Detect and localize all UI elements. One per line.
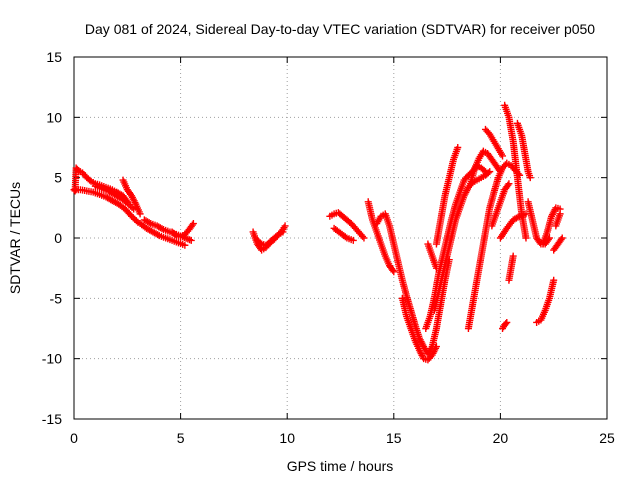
data-point: [556, 210, 564, 218]
data-point: [181, 241, 189, 249]
y-tick-label: -10: [42, 351, 62, 367]
data-point: [454, 144, 462, 151]
data-point: [432, 264, 440, 272]
data-point: [145, 219, 153, 227]
data-point: [480, 166, 488, 174]
data-point: [558, 234, 566, 242]
x-tick-label: 10: [279, 430, 295, 446]
data-point: [522, 234, 530, 242]
data-point: [187, 236, 195, 244]
x-tick-label: 0: [70, 430, 78, 446]
data-point: [389, 266, 397, 274]
data-point: [432, 343, 440, 351]
data-point: [188, 221, 196, 229]
x-tick-label: 15: [386, 430, 402, 446]
data-point: [484, 169, 492, 177]
data-point: [495, 166, 503, 174]
data-point: [509, 252, 517, 260]
y-tick-label: 0: [54, 230, 62, 246]
y-tick-label: 10: [46, 109, 62, 125]
x-axis-label: GPS time / hours: [287, 458, 394, 474]
data-point: [360, 234, 368, 242]
data-point: [390, 268, 398, 276]
data-point: [486, 168, 494, 176]
y-axis-label: SDTVAR / TECUs: [7, 182, 23, 294]
data-point: [189, 220, 197, 228]
chart-title: Day 081 of 2024, Sidereal Day-to-day VTE…: [85, 21, 595, 37]
data-point: [349, 236, 357, 244]
data-point: [171, 230, 179, 238]
x-tick-label: 25: [599, 430, 615, 446]
data-point: [359, 232, 367, 240]
y-tick-label: -15: [42, 411, 62, 427]
y-tick-label: -5: [50, 290, 63, 306]
data-point: [341, 233, 349, 241]
x-tick-label: 20: [493, 430, 509, 446]
data-point: [158, 225, 166, 233]
data-point: [154, 231, 162, 239]
data-point: [526, 174, 534, 182]
data-point: [256, 239, 264, 247]
x-tick-label: 5: [177, 430, 185, 446]
data-point: [502, 320, 510, 328]
data-point: [136, 210, 144, 218]
data-point: [514, 213, 522, 221]
data-point: [281, 222, 289, 230]
data-point: [504, 181, 512, 189]
data-point: [496, 168, 504, 176]
data-point: [550, 276, 558, 284]
data-point: [503, 318, 511, 326]
data-point: [499, 152, 507, 160]
data-point: [132, 217, 140, 225]
y-tick-label: 5: [54, 170, 62, 186]
data-point: [505, 180, 513, 188]
data-point: [86, 176, 94, 184]
data-point: [557, 236, 565, 244]
axis-ticks: 0 5 10 15 20 25 -15 -10 -5 0 5 10 15: [42, 49, 615, 446]
data-points: [70, 101, 566, 364]
y-tick-label: 15: [46, 49, 62, 65]
